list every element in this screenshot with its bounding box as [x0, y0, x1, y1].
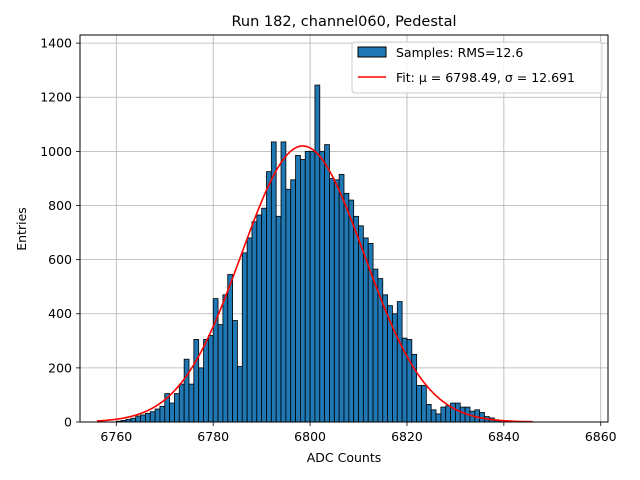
legend-swatch-samples — [357, 46, 387, 58]
histogram-bar — [406, 339, 413, 423]
histogram-bars — [115, 84, 529, 423]
histogram-bar — [440, 406, 447, 423]
histogram-bar — [207, 334, 214, 423]
x-tick-label: 6840 — [488, 429, 520, 444]
histogram-bar — [416, 385, 422, 423]
chart-title: Run 182, channel060, Pedestal — [231, 14, 456, 30]
histogram-bar — [261, 207, 267, 423]
histogram-bar — [421, 385, 427, 423]
histogram-bar — [174, 393, 180, 423]
histogram-bar — [246, 237, 253, 423]
histogram-bar — [300, 159, 306, 423]
histogram-bar — [270, 141, 277, 423]
histogram-bar — [425, 404, 432, 423]
histogram-bar — [358, 225, 364, 423]
histogram-bar — [135, 415, 141, 423]
histogram-bar — [241, 252, 248, 423]
x-tick-label: 6760 — [100, 429, 132, 444]
histogram-bar — [149, 411, 156, 423]
legend: Samples: RMS=12.6 Fit: μ = 6798.49, σ = … — [351, 41, 603, 94]
histogram-bar — [130, 417, 137, 423]
histogram-bar — [217, 324, 224, 423]
y-tick-label: 600 — [48, 252, 72, 267]
histogram-bar — [251, 221, 258, 423]
legend-label-fit: Fit: μ = 6798.49, σ = 12.691 — [396, 70, 575, 85]
histogram-bar — [188, 383, 195, 423]
histogram-bar — [435, 413, 442, 423]
histogram-bar — [144, 412, 151, 423]
histogram-bar — [290, 179, 296, 423]
histogram-bar — [314, 84, 321, 423]
x-tick-label: 6780 — [197, 429, 229, 444]
histogram-bar — [256, 214, 263, 423]
histogram-bar — [232, 320, 238, 423]
y-tick-label: 1400 — [40, 36, 72, 51]
histogram-bar — [304, 150, 311, 423]
histogram-bar — [159, 405, 166, 423]
y-tick-label: 1200 — [40, 90, 72, 105]
histogram-bar — [324, 144, 330, 423]
gaussian-fit-curve — [96, 145, 533, 423]
histogram-bar — [309, 150, 316, 423]
histogram-bar — [198, 367, 204, 423]
histogram-bar — [140, 414, 146, 423]
y-axis-ticks: 0 200 400 600 800 1000 1200 1400 — [40, 36, 80, 430]
histogram-bar — [280, 141, 287, 423]
histogram-bar — [285, 188, 292, 423]
histogram-bar — [295, 155, 301, 423]
x-tick-label: 6860 — [585, 429, 617, 444]
histogram-bar — [450, 402, 456, 423]
x-tick-label: 6820 — [391, 429, 423, 444]
histogram-bar — [445, 405, 451, 423]
histogram-bar — [183, 358, 190, 423]
legend-label-samples: Samples: RMS=12.6 — [396, 45, 523, 60]
histogram-bar — [459, 406, 466, 423]
histogram-bar — [329, 178, 335, 423]
histogram-bar — [372, 268, 379, 423]
histogram-bar — [193, 339, 200, 423]
histogram-bar — [237, 366, 243, 423]
histogram-bar — [338, 173, 345, 423]
x-tick-label: 6800 — [294, 429, 326, 444]
histogram-bar — [455, 402, 461, 423]
y-tick-label: 200 — [48, 360, 72, 375]
y-tick-label: 0 — [64, 415, 72, 430]
x-axis-label: ADC Counts — [307, 450, 382, 465]
y-tick-label: 400 — [48, 306, 72, 321]
histogram-bar — [396, 301, 403, 423]
x-axis-ticks: 6760 6780 6800 6820 6840 6860 — [100, 422, 617, 444]
histogram-bar — [343, 192, 350, 423]
y-tick-label: 1000 — [40, 144, 72, 159]
histogram-bar — [222, 294, 229, 423]
histogram-bar — [169, 402, 175, 423]
legend-box — [351, 41, 603, 94]
histogram-bar — [319, 150, 326, 423]
histogram-bar — [178, 383, 185, 423]
y-tick-label: 800 — [48, 198, 72, 213]
histogram-bar — [203, 339, 209, 423]
y-axis-label: Entries — [14, 207, 29, 251]
histogram-bar — [430, 409, 437, 423]
histogram-bar — [353, 215, 359, 423]
histogram-bar — [348, 199, 355, 423]
plot-frame — [79, 34, 609, 423]
histogram-bar — [227, 274, 233, 423]
histogram-bar — [275, 215, 282, 423]
histogram-bar — [333, 179, 340, 423]
histogram-bar — [154, 408, 161, 423]
histogram-bar — [266, 171, 272, 423]
